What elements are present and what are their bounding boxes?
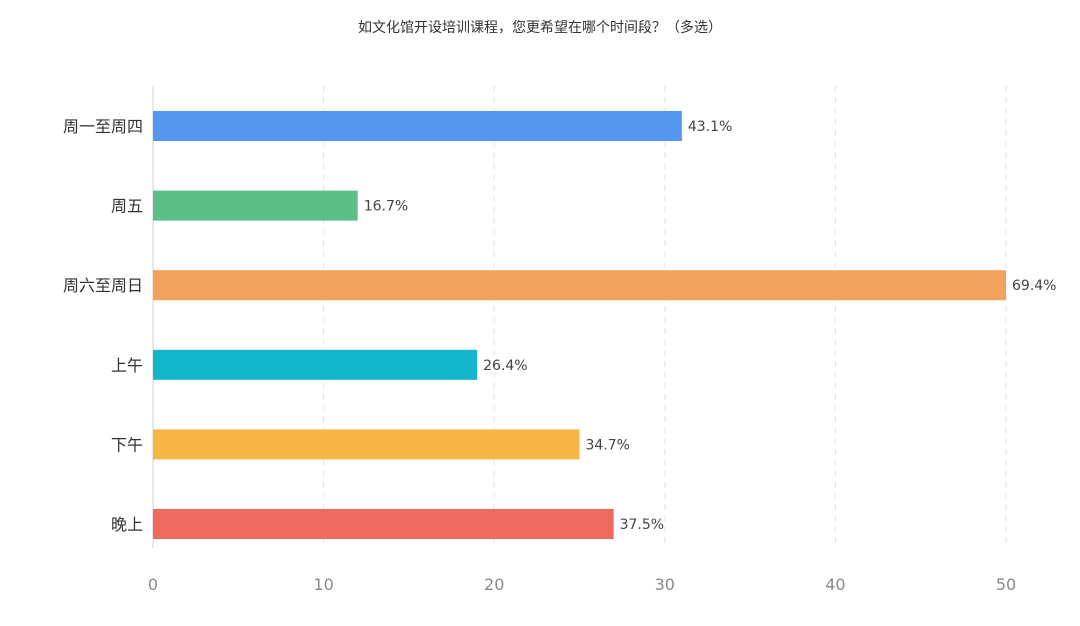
x-tick-label: 10 [313,575,333,594]
data-label: 37.5% [620,517,664,533]
bar [153,509,614,539]
data-label: 16.7% [364,199,408,215]
bar [153,270,1006,301]
data-label: 34.7% [586,437,630,453]
x-tick-label: 30 [655,575,675,594]
category-label: 周一至周四 [63,117,143,136]
x-tick-label: 40 [825,575,845,594]
data-label: 26.4% [483,358,527,374]
bar [153,190,358,221]
category-label: 上午 [111,356,143,375]
category-label: 周六至周日 [63,276,143,295]
category-label: 下午 [111,435,143,454]
bar [153,429,580,460]
data-label: 43.1% [688,119,732,135]
x-tick-label: 0 [148,575,158,594]
bar [153,349,478,380]
category-label: 晚上 [111,515,143,534]
data-label: 69.4% [1012,278,1056,294]
x-tick-label: 20 [484,575,504,594]
bar-layer [153,111,1006,539]
grid-layer [152,86,1007,548]
label-layer: 0 10 20 30 40 50 周一至周四 43.1% 周五 16.7% 周六至周日 69.4% 上午… [63,117,1057,594]
bar [153,111,682,141]
category-label: 周五 [111,197,143,216]
x-tick-label: 50 [996,575,1016,594]
chart-title: 如文化馆开设培训课程，您更希望在哪个时间段？（多选） [358,20,722,36]
